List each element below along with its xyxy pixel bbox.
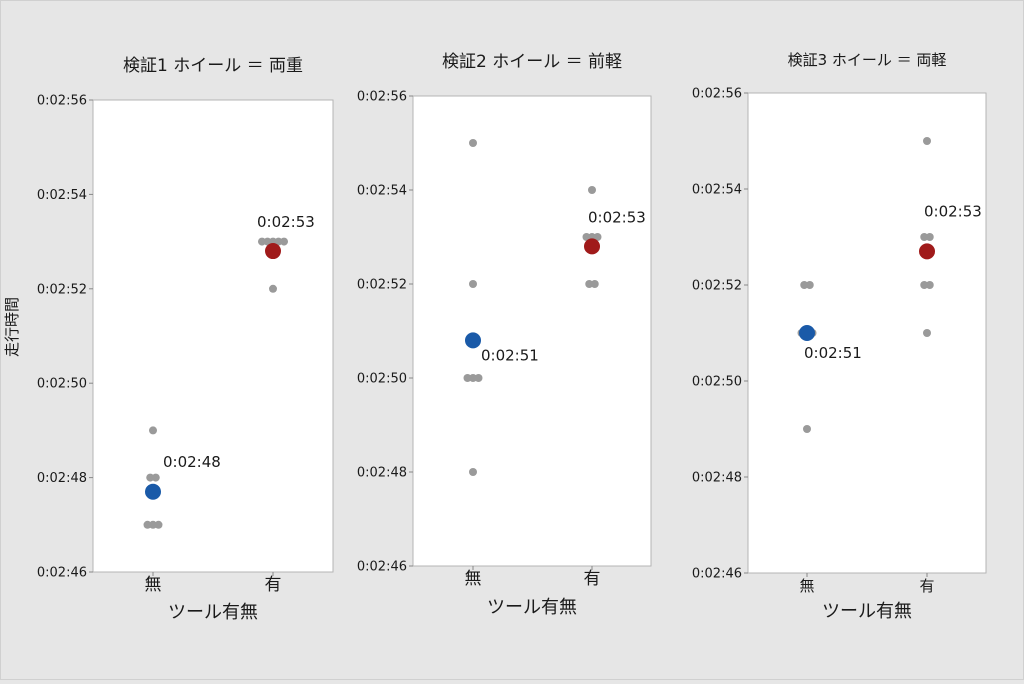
panel-1-data-point xyxy=(151,473,160,482)
panel-2-y-tick-label: 0:02:52 xyxy=(357,278,407,293)
panel-1-mean-marker-without-tool xyxy=(145,483,161,500)
panel-2-data-point xyxy=(469,374,477,382)
panel-2-data-point xyxy=(469,280,477,288)
panel-1-mean-label: 0:02:48 xyxy=(163,453,221,471)
panel-3-y-tick-label: 0:02:50 xyxy=(692,375,742,390)
panel-3-y-tick-label: 0:02:46 xyxy=(692,567,742,582)
panel-2-data-point xyxy=(469,139,477,147)
panel-1-y-tick-label: 0:02:46 xyxy=(37,566,87,581)
panel-1-data-point xyxy=(154,520,163,529)
panel-2-data-point xyxy=(593,233,602,241)
panel-2-y-tick-label: 0:02:50 xyxy=(357,372,407,387)
panel-2-x-tick-label: 有 xyxy=(584,569,601,589)
panel-2-data-point xyxy=(590,280,599,288)
panel-1-y-tick-label: 0:02:52 xyxy=(37,282,87,297)
panel-1-data-point xyxy=(263,237,272,246)
panel-1-x-tick-label: 有 xyxy=(265,575,282,595)
panel-3-data-point xyxy=(805,281,814,289)
panel-1-mean-marker-with-tool xyxy=(265,243,281,260)
panel-2-mean-label: 0:02:53 xyxy=(588,208,646,226)
panel-2-y-tick-label: 0:02:56 xyxy=(357,90,407,105)
panel-1-data-point xyxy=(149,520,157,529)
panel-3-data-point xyxy=(925,281,934,289)
panel-1-y-tick-label: 0:02:50 xyxy=(37,377,87,392)
panel-1-data-point xyxy=(146,473,155,482)
panel-1-data-point xyxy=(258,237,266,246)
panel-1-x-axis-label: ツール有無 xyxy=(168,602,258,623)
panel-3-mean-marker-with-tool xyxy=(919,243,935,260)
panel-2-mean-marker-without-tool xyxy=(465,332,481,349)
panel-2-data-point xyxy=(469,468,477,476)
panel-1-data-point xyxy=(143,520,152,529)
panel-2-x-tick-label: 無 xyxy=(465,569,482,589)
panel-3-data-point xyxy=(923,137,931,145)
panel-1-y-tick-label: 0:02:54 xyxy=(37,188,87,203)
panel-3-data-point xyxy=(923,329,931,337)
panel-3-mean-label: 0:02:53 xyxy=(924,202,982,220)
panel-2-mean-marker-with-tool xyxy=(584,238,600,255)
panel-3-data-point xyxy=(800,281,809,289)
y-axis-label: 走行時間 xyxy=(3,297,21,357)
panel-1-mean-label: 0:02:53 xyxy=(257,213,315,231)
panel-3-plot-area xyxy=(747,92,987,574)
panel-3-data-point xyxy=(925,233,934,241)
panel-2-x-axis-label: ツール有無 xyxy=(487,597,577,618)
panel-3-y-tick-label: 0:02:54 xyxy=(692,183,742,198)
panel-1-data-point xyxy=(274,237,283,246)
panel-1-x-tick-label: 無 xyxy=(145,575,162,595)
panel-3-x-tick-label: 有 xyxy=(919,577,934,595)
panel-1-y-tick-label: 0:02:56 xyxy=(37,94,87,109)
panel-2-title: 検証2 ホイール ＝ 前軽 xyxy=(442,52,622,72)
panel-3-y-tick-label: 0:02:52 xyxy=(692,279,742,294)
panel-2-y-tick-label: 0:02:48 xyxy=(357,466,407,481)
panel-2-y-tick-label: 0:02:54 xyxy=(357,184,407,199)
panel-2-data-point xyxy=(585,280,594,288)
panel-2-mean-label: 0:02:51 xyxy=(481,346,539,364)
panel-2-plot-area xyxy=(412,95,652,567)
panel-1-data-point xyxy=(149,426,157,435)
panel-2-data-point xyxy=(588,186,596,194)
panel-3-y-tick-label: 0:02:48 xyxy=(692,471,742,486)
panel-3-x-axis-label: ツール有無 xyxy=(822,601,912,622)
panel-1-y-tick-label: 0:02:48 xyxy=(37,471,87,486)
panel-2-data-point xyxy=(582,233,591,241)
panel-2-y-tick-label: 0:02:46 xyxy=(357,560,407,575)
panel-3-data-point xyxy=(920,281,929,289)
panel-3-data-point xyxy=(803,425,811,433)
panel-1-data-point xyxy=(280,237,288,246)
panel-3-y-tick-label: 0:02:56 xyxy=(692,87,742,102)
panel-3-title: 検証3 ホイール ＝ 両軽 xyxy=(788,51,947,69)
panel-3-x-tick-label: 無 xyxy=(799,577,814,595)
panel-1-title: 検証1 ホイール ＝ 両重 xyxy=(123,56,303,76)
panel-2-data-point xyxy=(474,374,483,382)
panel-1-data-point xyxy=(269,284,277,293)
panel-3-data-point xyxy=(920,233,929,241)
panel-3-mean-label: 0:02:51 xyxy=(804,344,862,362)
panel-1-plot-area xyxy=(92,99,334,573)
panel-3-mean-marker-without-tool xyxy=(799,325,815,341)
panel-2-data-point xyxy=(463,374,472,382)
